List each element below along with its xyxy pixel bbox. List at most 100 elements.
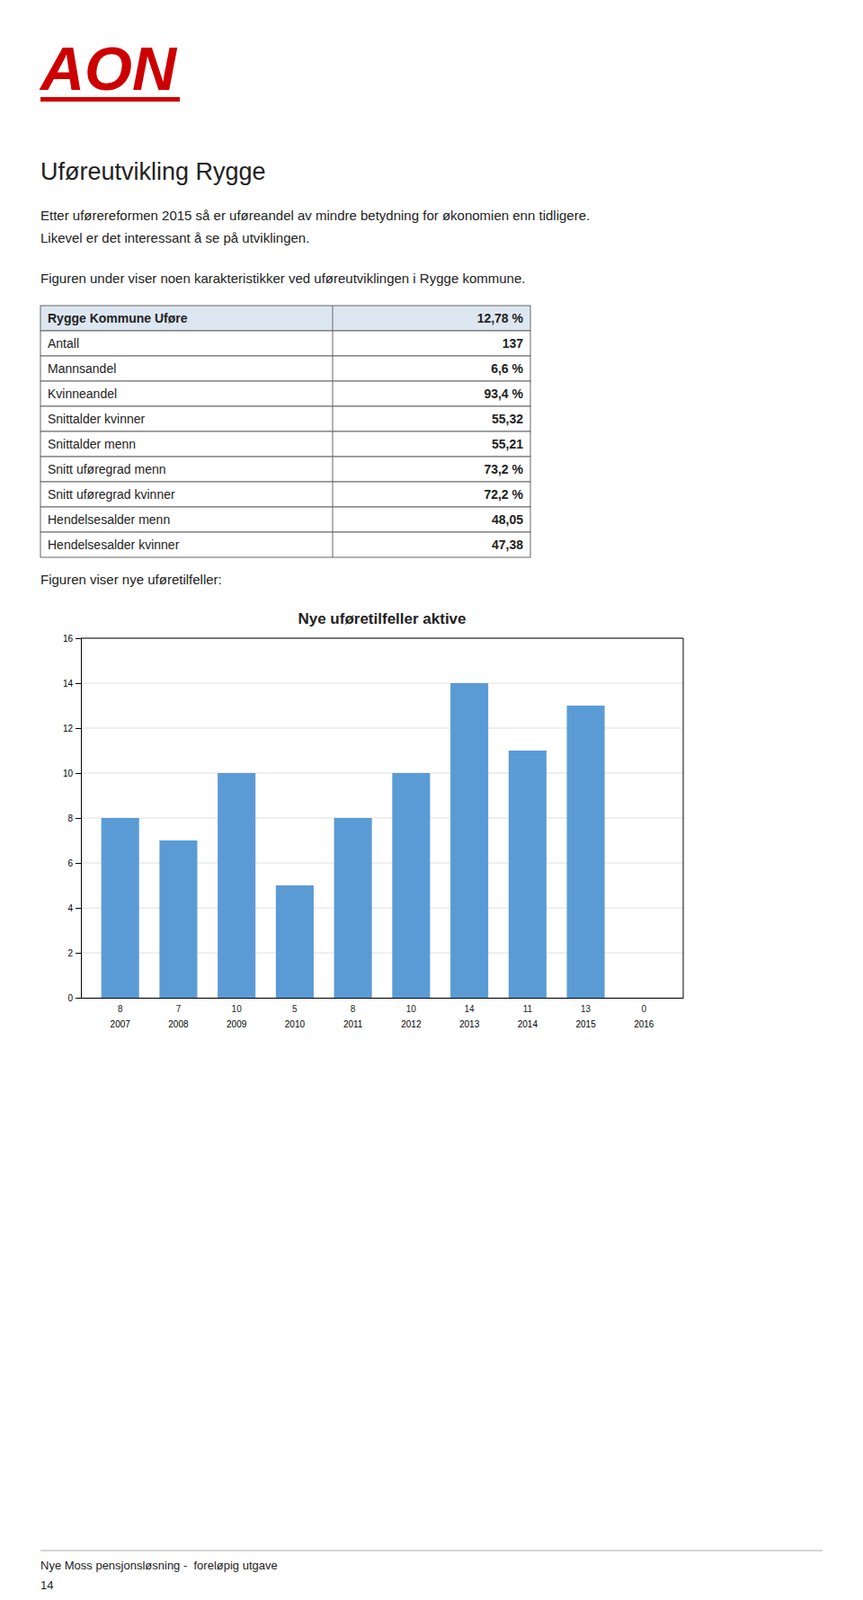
bar [391, 773, 430, 998]
plot-frame [80, 638, 684, 640]
y-tick-mark [75, 863, 81, 864]
x-tick-label: 2007 [110, 1019, 132, 1030]
y-tick: 8 [67, 813, 81, 824]
x-tick: 2010 [284, 997, 306, 1030]
bar [567, 705, 605, 998]
data-label: 8 [117, 1004, 124, 1015]
table-label: Snitt uføregrad kvinner [47, 487, 176, 502]
bar [159, 840, 197, 998]
y-axis: 0 2 4 6 8 10 12 14 16 [62, 633, 82, 1004]
table-row-cell [40, 507, 531, 533]
bar [450, 683, 489, 998]
data-label: 8 [350, 1004, 356, 1015]
table-value: 93,4 % [483, 386, 524, 401]
table-header-value: 12,78 % [477, 311, 525, 326]
table-row-cell [40, 330, 531, 356]
y-tick: 6 [67, 858, 81, 869]
grid-line [80, 683, 684, 685]
table-row-cell [40, 431, 531, 457]
footer-text: 14 [40, 1578, 54, 1593]
grid-line [80, 638, 684, 640]
y-tick: 12 [62, 723, 81, 734]
table-row-cell [40, 406, 531, 432]
y-tick-mark [75, 952, 81, 954]
y-tick: 0 [67, 993, 81, 1004]
data-label: 11 [523, 1004, 534, 1015]
table-value: 48,05 [491, 512, 524, 527]
y-tick: 2 [67, 948, 81, 959]
y-tick-mark [75, 683, 81, 685]
plot-frame [683, 638, 685, 998]
table-value: 55,21 [491, 436, 524, 452]
page: AON Uføreutvikling Rygge Etter uførereform… [0, 0, 863, 1600]
x-tick: 2011 [343, 997, 364, 1030]
table-row-cell [40, 456, 531, 482]
logo: AON [38, 34, 178, 103]
y-tick-mark [75, 818, 81, 819]
chart: Nye uføretilfeller aktive024681012141620… [62, 610, 685, 1030]
x-tick-label: 2014 [517, 1019, 539, 1030]
table-label: Snittalder kvinner [47, 411, 146, 427]
table-divider [332, 355, 334, 382]
table-label: Kvinneandel [47, 386, 117, 401]
table-label: Hendelsesalder kvinner [47, 537, 180, 552]
y-tick-mark [75, 997, 81, 999]
table-divider [332, 305, 334, 331]
y-tick-label: 16 [62, 633, 74, 644]
title: Uføreutvikling Rygge [40, 158, 267, 186]
bar [624, 997, 663, 999]
table-label: Mannsandel [47, 361, 116, 376]
body-text: Etter uførereformen 2015 så er uføreande… [40, 207, 590, 223]
x-tick: 2009 [226, 997, 248, 1030]
table-value: 72,2 % [483, 487, 524, 502]
x-tick: 2007 [110, 997, 132, 1030]
y-tick-mark [75, 773, 81, 775]
x-tick-label: 2010 [284, 1019, 306, 1030]
table-value: 137 [502, 336, 525, 351]
y-tick-label: 14 [62, 678, 74, 689]
table-header-cell [40, 305, 531, 331]
table-divider [332, 456, 334, 482]
data-label: 5 [292, 1004, 298, 1015]
table-value: 47,38 [491, 537, 524, 552]
table-value: 73,2 % [483, 462, 524, 477]
table-header-label: Rygge Kommune Uføre [47, 311, 188, 326]
y-tick-label: 2 [67, 948, 73, 959]
y-tick-label: 10 [62, 768, 74, 779]
data-labels: 871058101411130 [117, 1004, 648, 1015]
table-divider [332, 481, 334, 508]
y-tick: 4 [67, 903, 81, 914]
x-tick-label: 2015 [575, 1019, 597, 1030]
footer-line [40, 1550, 823, 1552]
y-tick: 14 [62, 678, 81, 689]
x-tick-label: 2008 [168, 1019, 189, 1030]
y-tick-label: 6 [67, 858, 73, 869]
data-label: 0 [641, 1004, 648, 1015]
bar [508, 750, 547, 998]
x-tick-label: 2009 [226, 1019, 248, 1030]
table-divider [332, 431, 334, 457]
table-row-cell [40, 481, 531, 508]
x-tick: 2008 [168, 997, 189, 1030]
x-tick-label: 2016 [633, 1019, 655, 1030]
table-divider [332, 532, 334, 558]
intro-text: Figuren viser nye uføretilfeller: [40, 571, 223, 588]
data-label: 10 [406, 1004, 418, 1015]
x-axis: 2007200820092010201120122013201420152016 [81, 997, 685, 1030]
x-tick-label: 2011 [343, 1019, 364, 1030]
table: Rygge Kommune Uføre 12,78 % Antall 137 Manns… [40, 305, 531, 558]
x-tick: 2016 [633, 997, 655, 1030]
body-text: Likevel er det interessant å se på utvik… [40, 230, 310, 246]
table-divider [332, 406, 334, 432]
table-label: Hendelsesalder menn [47, 512, 170, 527]
table-row-cell [40, 355, 531, 382]
table-label: Antall [47, 336, 80, 351]
y-tick: 16 [62, 633, 81, 644]
bar [101, 818, 140, 998]
page-background [0, 0, 863, 1600]
data-label: 13 [580, 1004, 592, 1015]
table-label: Snittalder menn [47, 436, 136, 452]
bar [217, 773, 256, 998]
y-tick-mark [75, 638, 81, 640]
y-tick-label: 8 [67, 813, 73, 824]
